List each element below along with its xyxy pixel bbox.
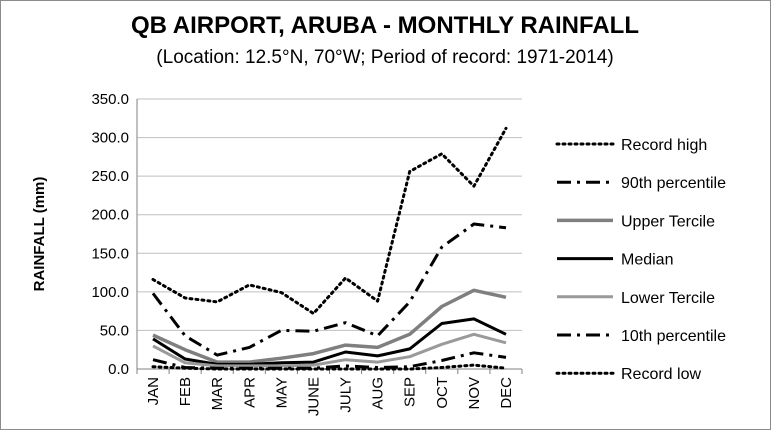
x-tick-label: AUG <box>370 377 387 410</box>
legend-label-upper-tercile: Upper Tercile <box>621 213 715 230</box>
x-tick-label: JUNE <box>305 377 322 416</box>
x-tick-label: JULY <box>338 377 355 413</box>
x-tick-label: JAN <box>145 377 162 405</box>
x-tick-label: APR <box>241 377 258 408</box>
series-line-lower-tercile <box>152 332 507 368</box>
y-tick-label: 200.0 <box>91 207 129 224</box>
series-line-90th-percentile <box>151 222 507 357</box>
legend-label-10th-percentile: 10th percentile <box>621 328 726 345</box>
legend-label-record-low: Record low <box>621 366 701 383</box>
x-tick-label: NOV <box>466 377 483 410</box>
legend-label-lower-tercile: Lower Tercile <box>621 290 715 307</box>
y-tick-label: 0.0 <box>108 361 129 378</box>
chart-title: QB AIRPORT, ARUBA - MONTHLY RAINFALL <box>131 12 639 39</box>
series-line-record-low <box>151 363 508 371</box>
x-tick-label: FEB <box>177 377 194 406</box>
chart-subtitle: (Location: 12.5°N, 70°W; Period of recor… <box>156 47 613 68</box>
x-tick-label: SEP <box>402 377 419 407</box>
legend-label-record-high: Record high <box>621 137 707 154</box>
x-tick-label: OCT <box>434 377 451 409</box>
y-tick-label: 150.0 <box>91 245 129 262</box>
x-tick-label: MAR <box>209 377 226 411</box>
series-line-upper-tercile <box>152 288 507 364</box>
y-axis-label: RAINFALL (mm) <box>31 177 48 292</box>
y-tick-label: 350.0 <box>91 91 129 108</box>
x-tick-label: DEC <box>498 377 515 409</box>
gridlines <box>137 98 522 331</box>
y-tick-label: 100.0 <box>91 284 129 301</box>
x-tick-label: MAY <box>273 377 290 408</box>
axes: 0.0 50.0 100.0 150.0 200.0 250.0 300.0 350.0 JAN… <box>91 91 523 416</box>
y-tick-label: 250.0 <box>91 168 129 185</box>
y-tick-label: 50.0 <box>100 322 129 339</box>
legend-label-90th-percentile: 90th percentile <box>621 175 726 192</box>
legend-label-median: Median <box>621 252 673 269</box>
series-line-median <box>152 317 507 366</box>
series-lines <box>151 126 508 371</box>
y-tick-label: 300.0 <box>91 130 129 147</box>
series-line-record-high <box>151 126 508 315</box>
legend: Record high 90th percentile Upper Tercile M… <box>555 137 726 383</box>
